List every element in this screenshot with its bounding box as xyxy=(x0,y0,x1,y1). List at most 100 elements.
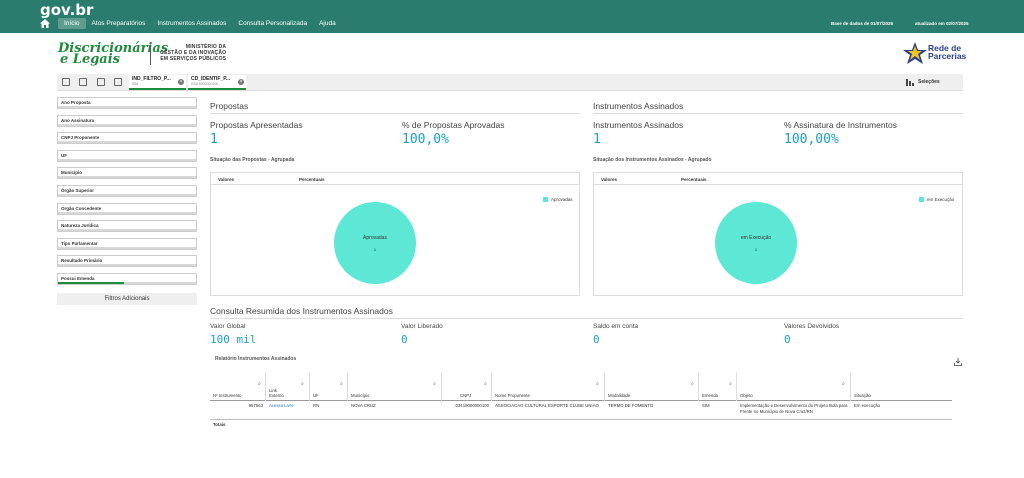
nav-item-atos-preparatorios[interactable]: Atos Preparatórios xyxy=(91,20,146,27)
filter-ano-proposta[interactable]: Ano Proposta xyxy=(57,97,197,109)
filter-label: CNPJ Proponente xyxy=(61,135,100,141)
column-header-modalidade[interactable]: ⌕ Modalidade xyxy=(605,372,699,401)
nav-item-ajuda[interactable]: Ajuda xyxy=(319,20,336,27)
column-header-municipio[interactable]: ⌕ Município xyxy=(348,372,442,401)
nav-item-inicio[interactable]: Início xyxy=(58,18,86,29)
column-search-icon[interactable]: ⌕ xyxy=(433,381,436,387)
column-header-nome-proponente[interactable]: ⌕ Nome Proponente xyxy=(492,372,605,401)
column-header-label: Situação xyxy=(854,393,871,398)
nav-item-instrumentos-assinados[interactable]: Instrumentos Assinados xyxy=(157,20,227,27)
selections-button[interactable]: Seleções xyxy=(918,79,940,85)
column-header-n-instrumento[interactable]: ⌕ Nº Instrumento xyxy=(210,372,266,401)
filter-label: UF xyxy=(61,152,67,158)
top-bar: gov.br Início Atos Preparatórios Instrum… xyxy=(0,0,1024,33)
column-header-label: Objeto xyxy=(740,393,753,398)
filter-resultado-primario[interactable]: Resultado Primário xyxy=(57,255,197,268)
rede-star-icon xyxy=(903,42,927,64)
tab-valores[interactable]: Valores xyxy=(601,177,618,182)
column-search-icon[interactable]: ⌕ xyxy=(842,381,845,387)
additional-filters-button[interactable]: Filtros Adicionais xyxy=(57,293,197,305)
column-search-icon[interactable]: ⌕ xyxy=(484,381,487,387)
column-search-icon[interactable]: ⌕ xyxy=(691,381,694,387)
column-header-uf[interactable]: ⌕ UF xyxy=(310,372,348,401)
smart-search-icon[interactable] xyxy=(62,78,70,86)
filter-municipio[interactable]: Município xyxy=(57,167,197,180)
pie-slice-em-execucao[interactable] xyxy=(715,202,797,284)
filter-cnpj-proponente[interactable]: CNPJ Proponente xyxy=(57,132,197,145)
rede-parcerias-logo[interactable]: Rede de Parcerias xyxy=(928,43,966,61)
selections-icon[interactable] xyxy=(906,79,914,86)
tab-percentuais[interactable]: Percentuais xyxy=(681,177,707,182)
column-search-icon[interactable]: ⌕ xyxy=(340,381,343,387)
column-search-icon[interactable]: ⌕ xyxy=(258,381,261,387)
selection-chip-cd-identif[interactable]: CD_IDENTIF_P... 03419000000100 × xyxy=(188,75,246,90)
filter-orgao-superior[interactable]: Órgão Superior xyxy=(57,184,197,197)
column-header-situacao[interactable]: Situação xyxy=(851,372,952,401)
pie-slice-label: em Execução xyxy=(740,235,772,241)
filter-possui-emenda[interactable]: Possui Emenda xyxy=(57,272,197,285)
valor-global-label: Valor Global xyxy=(210,323,246,330)
column-header-link-externo[interactable]: ⌕ Link Externo xyxy=(266,372,310,401)
valor-liberado-value: 0 xyxy=(401,333,408,346)
column-header-objeto[interactable]: ⌕ Objeto xyxy=(737,372,851,401)
filter-label: Resultado Primário xyxy=(61,258,103,264)
filter-uf[interactable]: UF xyxy=(57,149,197,162)
resumo-title: Consulta Resumida dos Instrumentos Assin… xyxy=(210,306,393,316)
selections-toolbar: IND_FILTRO_P... SIM × CD_IDENTIF_P... 03… xyxy=(57,74,963,91)
column-header-label: Modalidade xyxy=(608,393,631,398)
selection-chip-ind-filtro[interactable]: IND_FILTRO_P... SIM × xyxy=(129,75,186,90)
filter-natureza-juridica[interactable]: Natureza Jurídica xyxy=(57,220,197,233)
column-search-icon[interactable]: ⌕ xyxy=(301,381,304,387)
cell-link-externo[interactable]: Acesso Livre xyxy=(269,403,294,408)
column-search-icon[interactable]: ⌕ xyxy=(729,381,732,387)
filter-ano-assinatura[interactable]: Ano Assinatura xyxy=(57,114,197,127)
nav-item-consulta-personalizada[interactable]: Consulta Personalizada xyxy=(238,20,308,27)
govbr-logo[interactable]: gov.br xyxy=(40,1,94,19)
filter-state-bar xyxy=(58,158,196,161)
table-row[interactable]: 957563 Acesso Livre RN NOVA CRUZ 0341900… xyxy=(210,401,952,420)
column-header-label: Link Externo xyxy=(269,388,284,398)
kpi-assinatura-value: 100,00% xyxy=(784,132,839,147)
pie-slice-label: Aprovadas xyxy=(363,235,387,241)
filter-label: Ano Proposta xyxy=(61,100,91,105)
chip-selection-bar xyxy=(188,88,246,90)
instrumentos-chart[interactable]: Valores Percentuais em Execução em Execu… xyxy=(593,172,963,296)
legend-swatch xyxy=(543,197,548,202)
pie-slice-aprovadas[interactable] xyxy=(334,202,416,284)
step-back-icon[interactable] xyxy=(79,78,87,86)
ministry-line3: EM SERVIÇOS PÚBLICOS xyxy=(160,56,227,62)
clear-selections-icon[interactable] xyxy=(114,78,122,86)
filter-state-bar xyxy=(58,281,196,284)
column-search-icon[interactable]: ⌕ xyxy=(596,381,599,387)
chip-field-name: CD_IDENTIF_P... xyxy=(191,76,231,82)
filter-label: Possui Emenda xyxy=(61,275,95,281)
cell-municipio: NOVA CRUZ xyxy=(351,403,376,408)
kpi-propostas-aprovadas-label: % de Propostas Aprovadas xyxy=(402,120,505,130)
main-nav: Início Atos Preparatórios Instrumentos A… xyxy=(58,18,342,29)
totals-row: Totais xyxy=(210,420,952,430)
filter-state-bar xyxy=(58,123,196,126)
kpi-propostas-apresentadas-label: Propostas Apresentadas xyxy=(210,120,303,130)
column-header-cnpj[interactable]: ⌕ CNPJ xyxy=(442,372,492,401)
column-header-label: Município xyxy=(351,393,370,398)
home-icon[interactable] xyxy=(40,19,50,28)
kpi-assinatura-label: % Assinatura de Instrumentos xyxy=(784,120,897,130)
step-forward-icon[interactable] xyxy=(97,78,105,86)
column-header-label: Nome Proponente xyxy=(495,393,530,398)
chip-close-icon[interactable]: × xyxy=(238,79,244,85)
discricionarias-logo[interactable]: Discricionárias e Legais xyxy=(58,41,169,66)
chip-close-icon[interactable]: × xyxy=(178,79,184,85)
tab-valores[interactable]: Valores xyxy=(218,177,235,182)
table-header-row: ⌕ Nº Instrumento ⌕ Link Externo ⌕ UF ⌕ Munic… xyxy=(210,372,952,401)
column-header-emenda[interactable]: ⌕ Emenda xyxy=(699,372,737,401)
download-icon[interactable] xyxy=(954,358,962,366)
propostas-chart[interactable]: Valores Percentuais Aprovadas Aprovadas … xyxy=(210,172,580,296)
logo-line1: Discricionárias xyxy=(58,41,169,56)
rede-line1: Rede de xyxy=(928,43,962,53)
instrumentos-divider xyxy=(593,113,963,114)
filter-orgao-concedente[interactable]: Órgão Concedente xyxy=(57,202,197,215)
ministry-logo: MINISTÉRIO DA GESTÃO E DA INOVAÇÃO EM SE… xyxy=(160,44,226,62)
filter-tipo-parlamentar[interactable]: Tipo Parlamentar xyxy=(57,237,197,250)
tab-percentuais[interactable]: Percentuais xyxy=(299,177,325,182)
filter-state-bar xyxy=(58,264,196,267)
